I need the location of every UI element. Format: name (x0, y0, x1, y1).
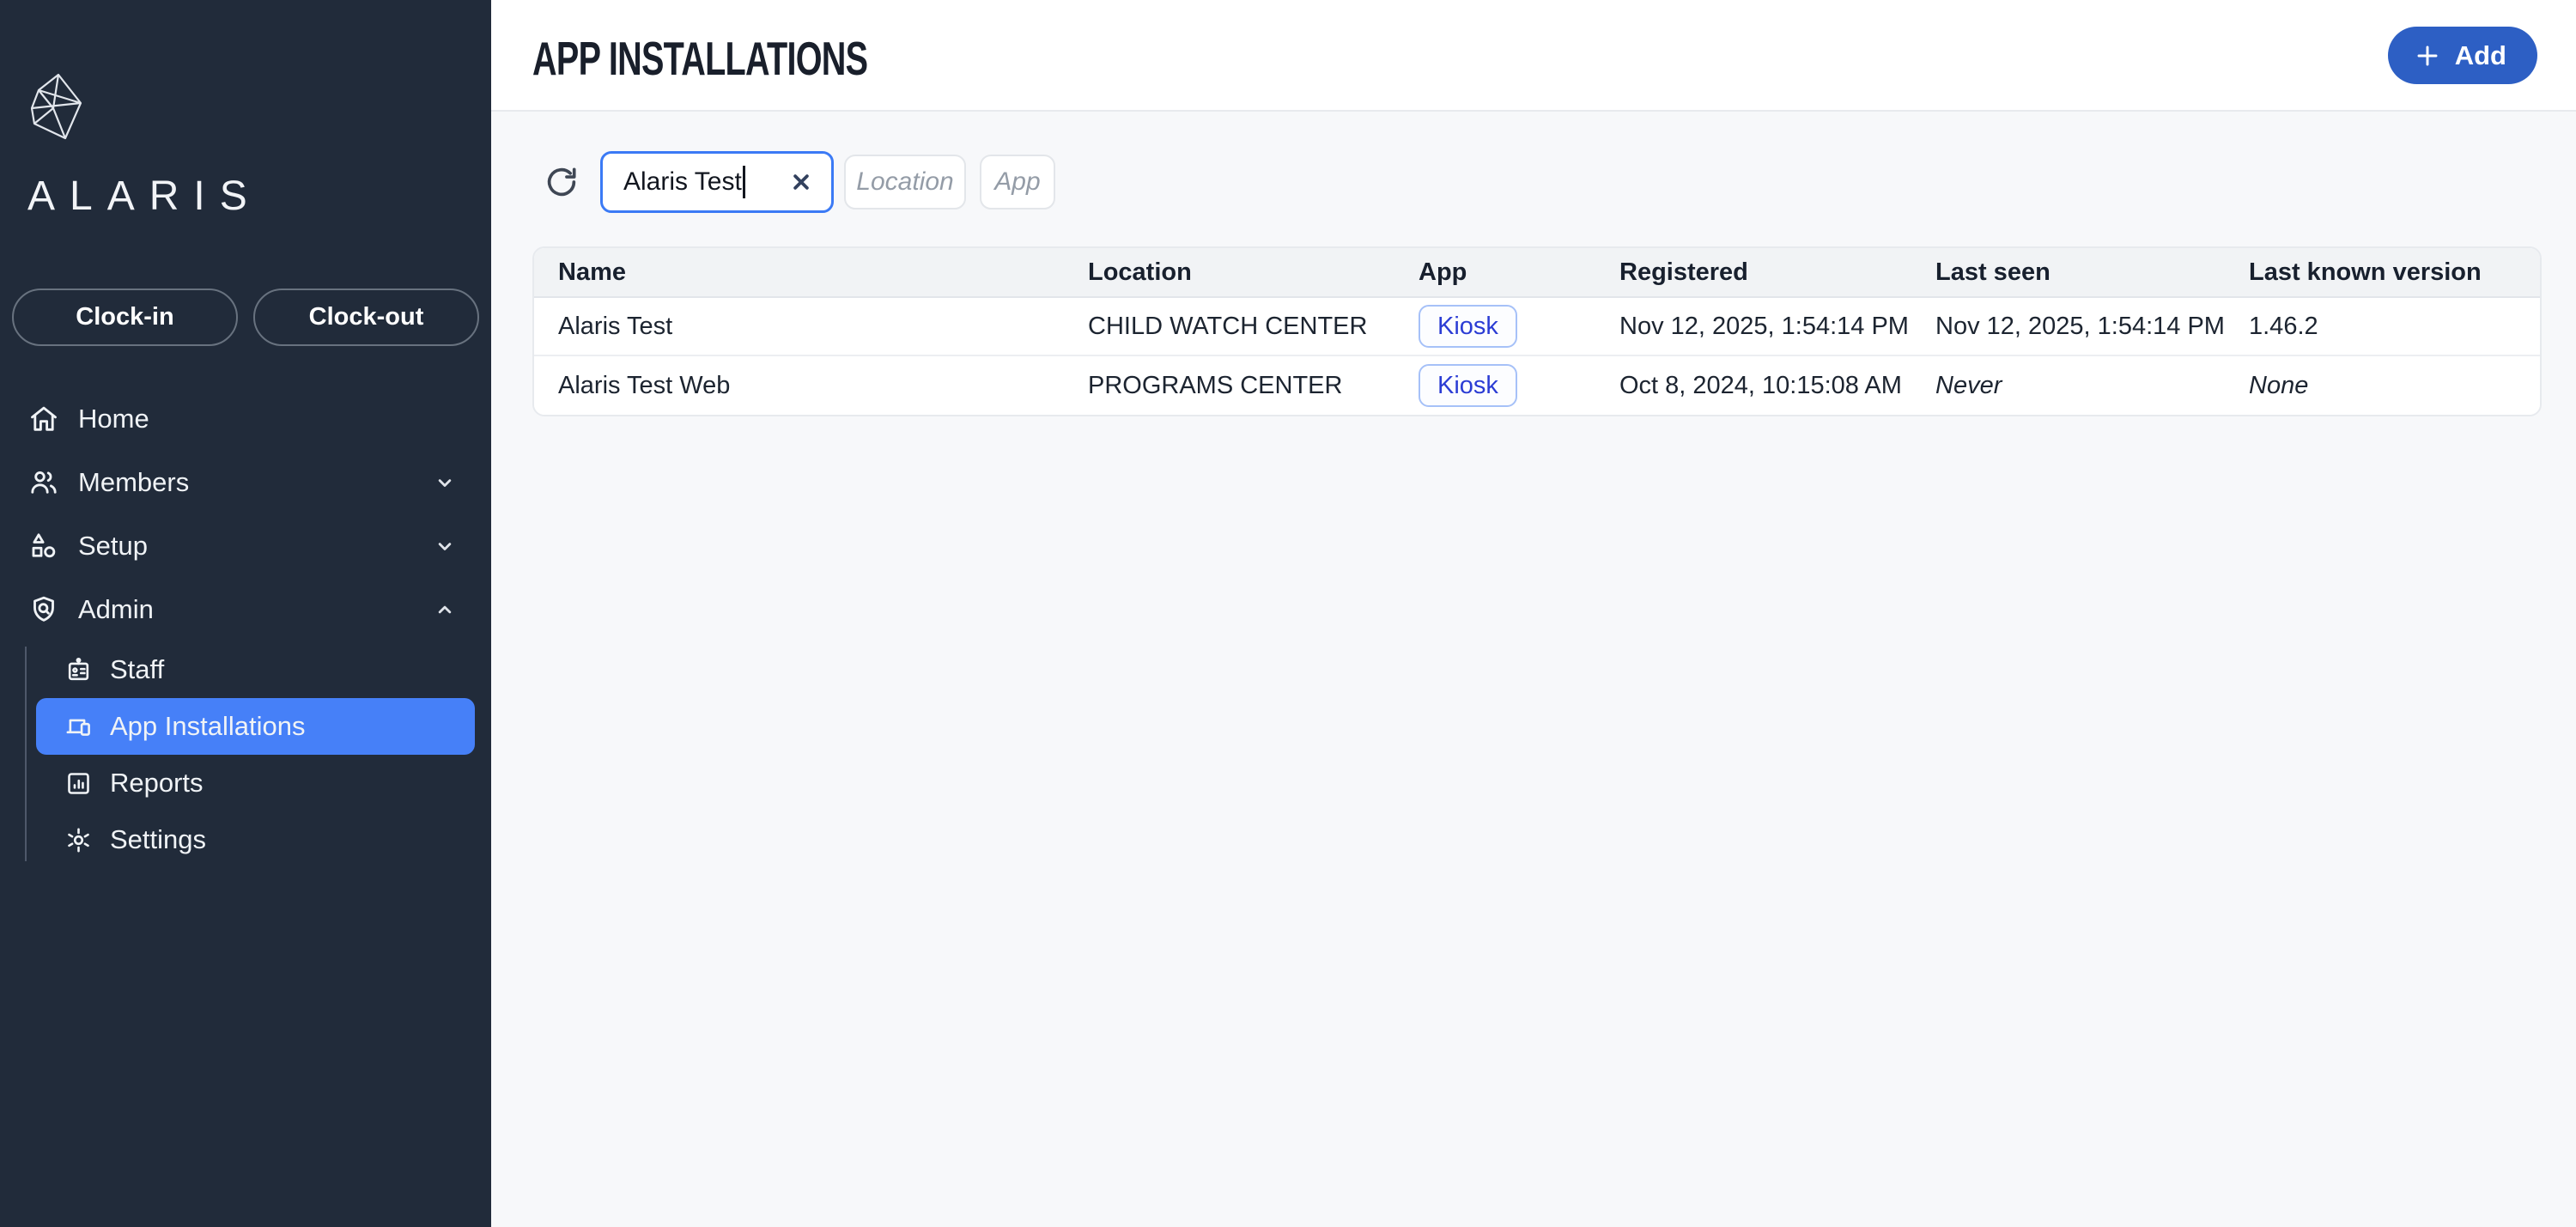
add-button[interactable]: Add (2387, 27, 2537, 84)
column-header-name: Name (558, 258, 626, 286)
add-button-label: Add (2454, 39, 2506, 70)
report-chart-icon (64, 769, 93, 798)
search-input-value: Alaris Test (623, 167, 742, 196)
admin-shield-icon (28, 594, 59, 625)
sidebar-item-setup[interactable]: Setup (0, 514, 491, 578)
page-header: APP INSTALLATIONS Add (491, 0, 2576, 112)
admin-submenu: Staff App Installations (0, 641, 491, 868)
sidebar-item-label: Staff (110, 654, 165, 684)
cell-registered: Nov 12, 2025, 1:54:14 PM (1619, 312, 1909, 340)
cell-registered: Oct 8, 2024, 10:15:08 AM (1619, 371, 1902, 399)
gear-icon (64, 826, 93, 854)
page-title: APP INSTALLATIONS (532, 32, 868, 85)
app-filter-placeholder: App (994, 167, 1041, 196)
table-row[interactable]: Alaris Test CHILD WATCH CENTER Kiosk Nov… (534, 298, 2540, 356)
brand-wordmark: ALARIS (27, 173, 262, 219)
installations-table: Name Location App Registered Last seen L… (532, 246, 2542, 416)
sidebar-item-label: Setup (78, 531, 149, 561)
location-filter-chip[interactable]: Location (844, 155, 966, 210)
staff-badge-icon (64, 656, 93, 684)
sidebar: ALARIS Clock-in Clock-out Home (0, 0, 491, 1227)
table-header-row: Name Location App Registered Last seen L… (534, 248, 2540, 298)
sidebar-item-staff[interactable]: Staff (36, 641, 475, 698)
cell-last-known-version: None (2249, 371, 2309, 399)
cell-name: Alaris Test Web (558, 371, 731, 399)
kiosk-badge[interactable]: Kiosk (1419, 305, 1517, 348)
members-icon (28, 467, 59, 498)
clock-out-button[interactable]: Clock-out (253, 289, 479, 346)
sidebar-item-label: Admin (78, 594, 154, 624)
cell-location: PROGRAMS CENTER (1088, 371, 1343, 399)
sidebar-item-label: App Installations (110, 711, 306, 741)
sidebar-item-label: Members (78, 467, 190, 497)
chevron-down-icon (433, 471, 457, 495)
cell-last-seen: Nov 12, 2025, 1:54:14 PM (1935, 312, 2225, 340)
sidebar-item-admin[interactable]: Admin (0, 578, 491, 641)
cell-app: Kiosk (1394, 364, 1595, 407)
column-header-registered: Registered (1619, 258, 1748, 286)
sidebar-nav: Home Members (0, 387, 491, 868)
sidebar-item-home[interactable]: Home (0, 387, 491, 451)
sidebar-item-settings[interactable]: Settings (36, 811, 475, 868)
text-caret (742, 166, 745, 198)
location-filter-placeholder: Location (856, 167, 954, 196)
home-icon (28, 404, 59, 434)
sidebar-item-app-installations[interactable]: App Installations (36, 698, 475, 755)
clear-x-icon (788, 169, 814, 195)
setup-icon (28, 531, 59, 562)
column-header-last-known-version: Last known version (2249, 258, 2482, 286)
kiosk-badge[interactable]: Kiosk (1419, 364, 1517, 407)
filter-bar: Alaris Test Location App (544, 151, 1055, 213)
column-header-location: Location (1088, 258, 1192, 286)
app-filter-chip[interactable]: App (980, 155, 1055, 210)
chevron-up-icon (433, 598, 457, 622)
sidebar-item-members[interactable]: Members (0, 451, 491, 514)
cell-last-seen: Never (1935, 371, 2002, 399)
clock-buttons: Clock-in Clock-out (12, 289, 479, 346)
sidebar-item-label: Reports (110, 768, 204, 798)
main-content: APP INSTALLATIONS Add Alaris Test (491, 0, 2576, 1227)
plus-icon (2414, 42, 2441, 70)
cell-last-known-version: 1.46.2 (2249, 312, 2318, 340)
cell-name: Alaris Test (558, 312, 673, 340)
chevron-down-icon (433, 534, 457, 558)
table-row[interactable]: Alaris Test Web PROGRAMS CENTER Kiosk Oc… (534, 356, 2540, 415)
sidebar-item-label: Settings (110, 824, 207, 854)
refresh-icon (544, 164, 580, 200)
name-search-input[interactable]: Alaris Test (600, 151, 834, 213)
devices-icon (64, 713, 93, 741)
sidebar-item-reports[interactable]: Reports (36, 755, 475, 811)
column-header-last-seen: Last seen (1935, 258, 2050, 286)
sidebar-item-label: Home (78, 404, 149, 434)
refresh-button[interactable] (544, 164, 580, 200)
clear-search-button[interactable] (788, 169, 814, 195)
alaris-logo-icon (26, 72, 491, 147)
clock-in-button[interactable]: Clock-in (12, 289, 238, 346)
column-header-app: App (1419, 258, 1467, 286)
cell-app: Kiosk (1394, 305, 1595, 348)
cell-location: CHILD WATCH CENTER (1088, 312, 1368, 340)
